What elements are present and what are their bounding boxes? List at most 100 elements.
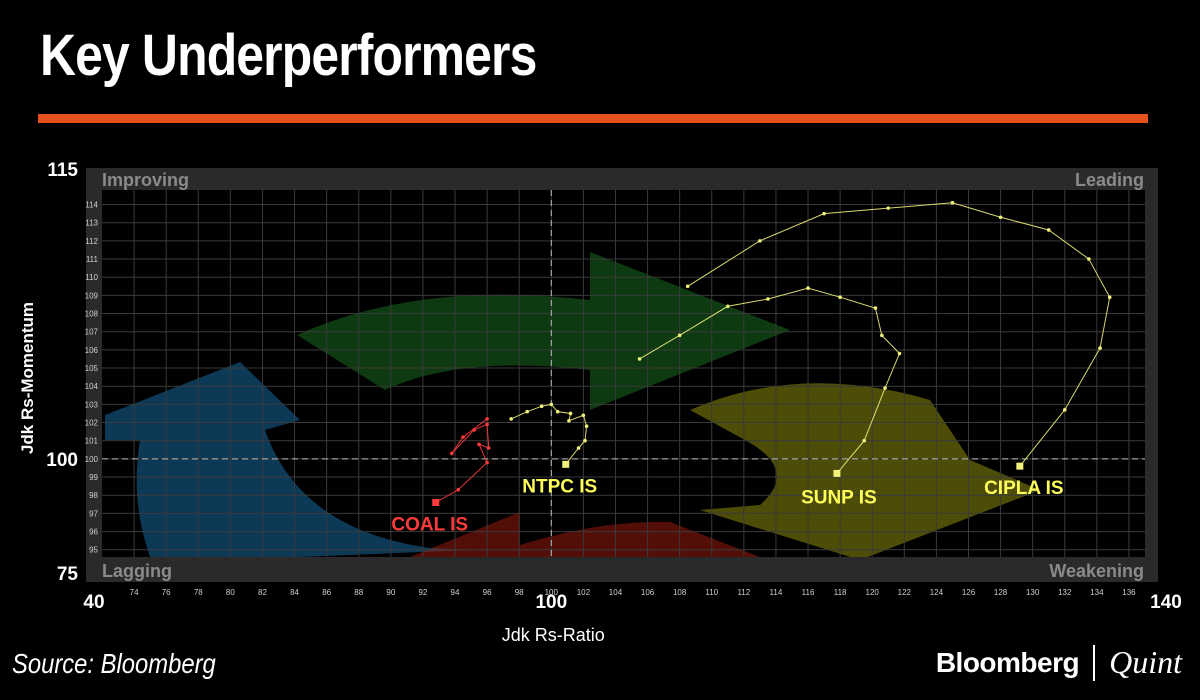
x-tick-label: 122	[898, 588, 912, 597]
series-point	[838, 295, 842, 299]
x-tick-label: 108	[673, 588, 687, 597]
x-tick-label: 128	[994, 588, 1008, 597]
quadrant-label-leading: Leading	[1075, 170, 1144, 190]
series-point	[806, 286, 810, 290]
x-tick-label: 94	[451, 588, 460, 597]
y-tick-label: 108	[85, 310, 99, 319]
series-point	[477, 442, 481, 447]
series-point	[1046, 228, 1051, 232]
series-point	[549, 402, 554, 407]
series-point	[461, 435, 465, 439]
y-tick-label: 109	[85, 291, 99, 300]
series-point	[583, 438, 587, 443]
series-point	[486, 446, 491, 450]
quadrant-label-improving: Improving	[102, 170, 189, 190]
series-point	[677, 333, 682, 338]
series-point	[568, 411, 573, 416]
y-outer-tick: 115	[47, 160, 78, 181]
series-point	[509, 417, 513, 421]
series-head-marker	[1016, 462, 1024, 470]
series-point	[472, 428, 477, 432]
series-point	[1087, 257, 1091, 261]
bloomberg-wordmark: Bloomberg	[935, 646, 1080, 678]
x-tick-label: 130	[1026, 588, 1040, 597]
x-tick-label: 76	[162, 588, 171, 597]
brand-divider	[1093, 644, 1096, 681]
series-point	[1098, 346, 1102, 350]
series-label: COAL IS	[391, 514, 468, 535]
series-sunp-is: SUNP IS	[637, 286, 902, 508]
y-tick-label: 114	[85, 201, 98, 210]
series-point	[637, 357, 642, 361]
title-underline	[38, 114, 1148, 123]
x-outer-tick: 140	[1150, 592, 1182, 613]
x-tick-label: 124	[930, 588, 944, 597]
x-tick-label: 118	[834, 588, 847, 597]
brand-logo: Bloomberg Quint	[936, 644, 1182, 681]
series-point	[485, 422, 489, 427]
series-point	[897, 351, 902, 356]
leading-arrow-shape	[297, 252, 790, 410]
y-tick-label: 98	[89, 491, 98, 500]
series-cipla-is: CIPLA IS	[685, 200, 1112, 499]
x-tick-label: 132	[1058, 588, 1072, 597]
x-tick-label: 116	[802, 588, 815, 597]
series-label: CIPLA IS	[984, 478, 1064, 499]
quint-wordmark: Quint	[1109, 644, 1182, 680]
y-tick-label: 100	[85, 455, 99, 464]
series-point	[485, 417, 489, 421]
x-tick-label: 84	[290, 588, 299, 597]
y-tick-label: 99	[89, 473, 98, 482]
x-tick-label: 88	[354, 588, 363, 597]
y-tick-label: 102	[85, 419, 99, 428]
x-tick-label: 136	[1122, 588, 1136, 597]
chart-title: Key Underperformers	[40, 23, 537, 88]
series-coal-is: COAL IS	[391, 417, 491, 535]
x-tick-label: 82	[258, 588, 267, 597]
series-line	[639, 287, 901, 474]
y-outer-tick: 75	[57, 564, 79, 585]
quadrant-label-weakening: Weakening	[1049, 561, 1144, 581]
series-point	[766, 297, 770, 301]
series-point	[485, 460, 489, 465]
x-tick-label: 134	[1090, 588, 1104, 597]
x-tick-label: 126	[962, 588, 976, 597]
series-head-marker	[562, 460, 570, 468]
improving-arrow-shape	[105, 362, 470, 557]
center-cross-lines	[102, 190, 1145, 557]
x-tick-label: 90	[386, 588, 395, 597]
y-tick-label: 106	[85, 346, 99, 355]
series-point	[880, 333, 884, 338]
x-tick-label: 114	[770, 588, 783, 597]
y-axis-label: Jdk Rs-Momentum	[18, 302, 37, 454]
x-tick-label: 92	[418, 588, 427, 597]
series-point	[862, 438, 866, 443]
inner-tick-labels: 74 76 78 80 82 84 86 88 90 92 94 96 98 100 102 104 106 10…	[85, 201, 1137, 597]
series-head-marker	[432, 498, 440, 506]
x-tick-label: 74	[130, 588, 139, 597]
x-tick-label: 98	[515, 588, 524, 597]
x-tick-label: 86	[322, 588, 331, 597]
x-tick-label: 110	[705, 588, 718, 597]
series-point	[456, 487, 461, 492]
x-tick-label: 80	[226, 588, 235, 597]
series-point	[525, 409, 530, 414]
y-tick-label: 110	[85, 273, 98, 282]
series-ntpc-is: NTPC IS	[509, 402, 597, 497]
source-note: Source: Bloomberg	[12, 648, 216, 679]
x-tick-label: 78	[194, 588, 203, 597]
y-tick-label: 95	[89, 546, 98, 555]
series-point	[758, 239, 762, 243]
x-outer-tick: 100	[535, 592, 567, 613]
series-point	[576, 446, 581, 450]
lagging-arrow-shape	[410, 512, 760, 557]
series-point	[581, 413, 586, 418]
grid-lines	[102, 190, 1145, 557]
series-point	[584, 424, 589, 428]
y-tick-label: 101	[85, 437, 99, 446]
series-point	[822, 211, 826, 216]
y-tick-label: 105	[85, 364, 99, 373]
series-point	[1062, 408, 1067, 412]
x-tick-label: 96	[483, 588, 492, 597]
x-tick-label: 120	[866, 588, 880, 597]
